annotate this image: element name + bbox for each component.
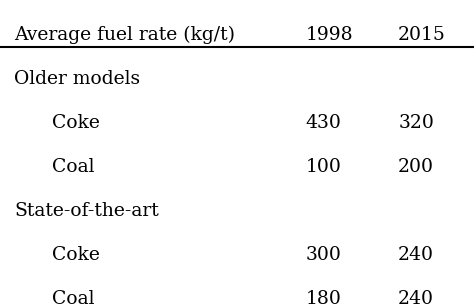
Text: 180: 180	[306, 290, 342, 304]
Text: 1998: 1998	[306, 26, 353, 44]
Text: 240: 240	[398, 246, 434, 264]
Text: Coal: Coal	[52, 158, 95, 176]
Text: Coke: Coke	[52, 246, 100, 264]
Text: Coal: Coal	[52, 290, 95, 304]
Text: Coke: Coke	[52, 114, 100, 132]
Text: 2015: 2015	[398, 26, 446, 44]
Text: 200: 200	[398, 158, 434, 176]
Text: 430: 430	[306, 114, 342, 132]
Text: State-of-the-art: State-of-the-art	[14, 202, 159, 220]
Text: Older models: Older models	[14, 70, 140, 88]
Text: 300: 300	[306, 246, 342, 264]
Text: 320: 320	[398, 114, 434, 132]
Text: Average fuel rate (kg/t): Average fuel rate (kg/t)	[14, 26, 235, 44]
Text: 100: 100	[306, 158, 342, 176]
Text: 240: 240	[398, 290, 434, 304]
